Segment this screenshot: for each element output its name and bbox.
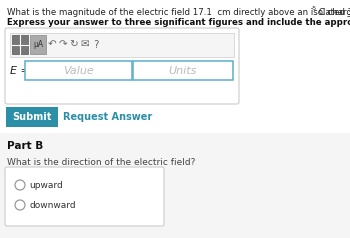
Circle shape xyxy=(15,200,25,210)
FancyBboxPatch shape xyxy=(133,61,233,80)
Text: Submit: Submit xyxy=(12,112,52,122)
Text: Value: Value xyxy=(63,65,94,75)
FancyBboxPatch shape xyxy=(5,167,164,226)
FancyBboxPatch shape xyxy=(5,28,239,104)
Text: What is the magnitude of the electric field 17.1  cm directly above an isolated : What is the magnitude of the electric fi… xyxy=(7,8,350,17)
FancyBboxPatch shape xyxy=(0,133,350,238)
FancyBboxPatch shape xyxy=(25,61,132,80)
Text: ↷: ↷ xyxy=(59,40,67,50)
Text: ↻: ↻ xyxy=(70,40,78,50)
Text: downward: downward xyxy=(29,200,76,209)
Text: Units: Units xyxy=(169,65,197,75)
Text: ↶: ↶ xyxy=(48,40,56,50)
Text: Express your answer to three significant figures and include the appropriate uni: Express your answer to three significant… xyxy=(7,18,350,27)
Text: C charge?: C charge? xyxy=(316,8,350,17)
FancyBboxPatch shape xyxy=(6,107,58,127)
Text: ✉: ✉ xyxy=(80,40,89,50)
Text: E =: E = xyxy=(10,66,30,76)
FancyBboxPatch shape xyxy=(30,35,46,54)
Text: upward: upward xyxy=(29,180,63,189)
Text: What is the direction of the electric field?: What is the direction of the electric fi… xyxy=(7,158,195,167)
Text: μA: μA xyxy=(33,40,43,49)
Text: Part B: Part B xyxy=(7,141,43,151)
FancyBboxPatch shape xyxy=(10,33,234,57)
FancyBboxPatch shape xyxy=(12,35,28,54)
Text: ?: ? xyxy=(93,40,99,50)
Text: Request Answer: Request Answer xyxy=(63,112,152,122)
Circle shape xyxy=(15,180,25,190)
Text: -5: -5 xyxy=(311,5,317,10)
